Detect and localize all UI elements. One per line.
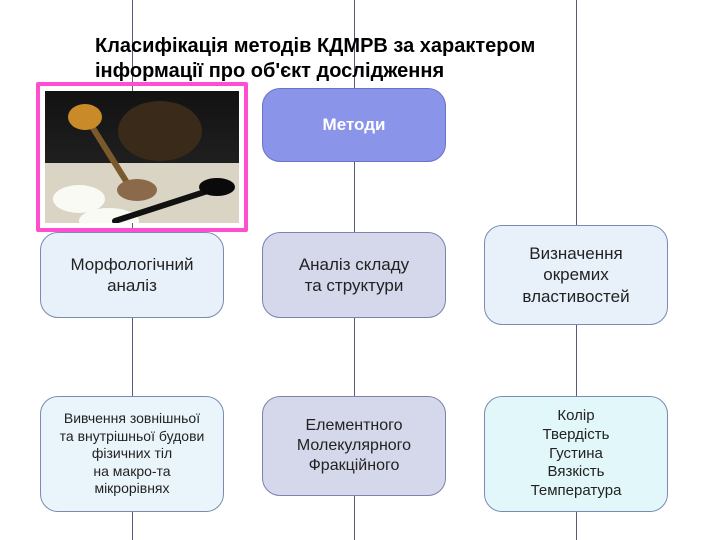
node-mid-center: Аналіз складу та структури [262, 232, 446, 318]
node-bot-left: Вивчення зовнішньої та внутрішньої будов… [40, 396, 224, 512]
node-bot-right: Колір Твердість Густина Вязкість Темпера… [484, 396, 668, 512]
page-title-line2: інформації про об'єкт дослідження [95, 60, 444, 83]
node-mid-left: Морфологічний аналіз [40, 232, 224, 318]
node-bot-center: Елементного Молекулярного Фракційного [262, 396, 446, 496]
photo-frame [36, 82, 248, 232]
page-title-line1: Класифікація методів КДМРВ за характером [95, 35, 535, 58]
illustration-photo [36, 82, 248, 232]
node-root: Методи [262, 88, 446, 162]
node-mid-right: Визначення окремих властивостей [484, 225, 668, 325]
